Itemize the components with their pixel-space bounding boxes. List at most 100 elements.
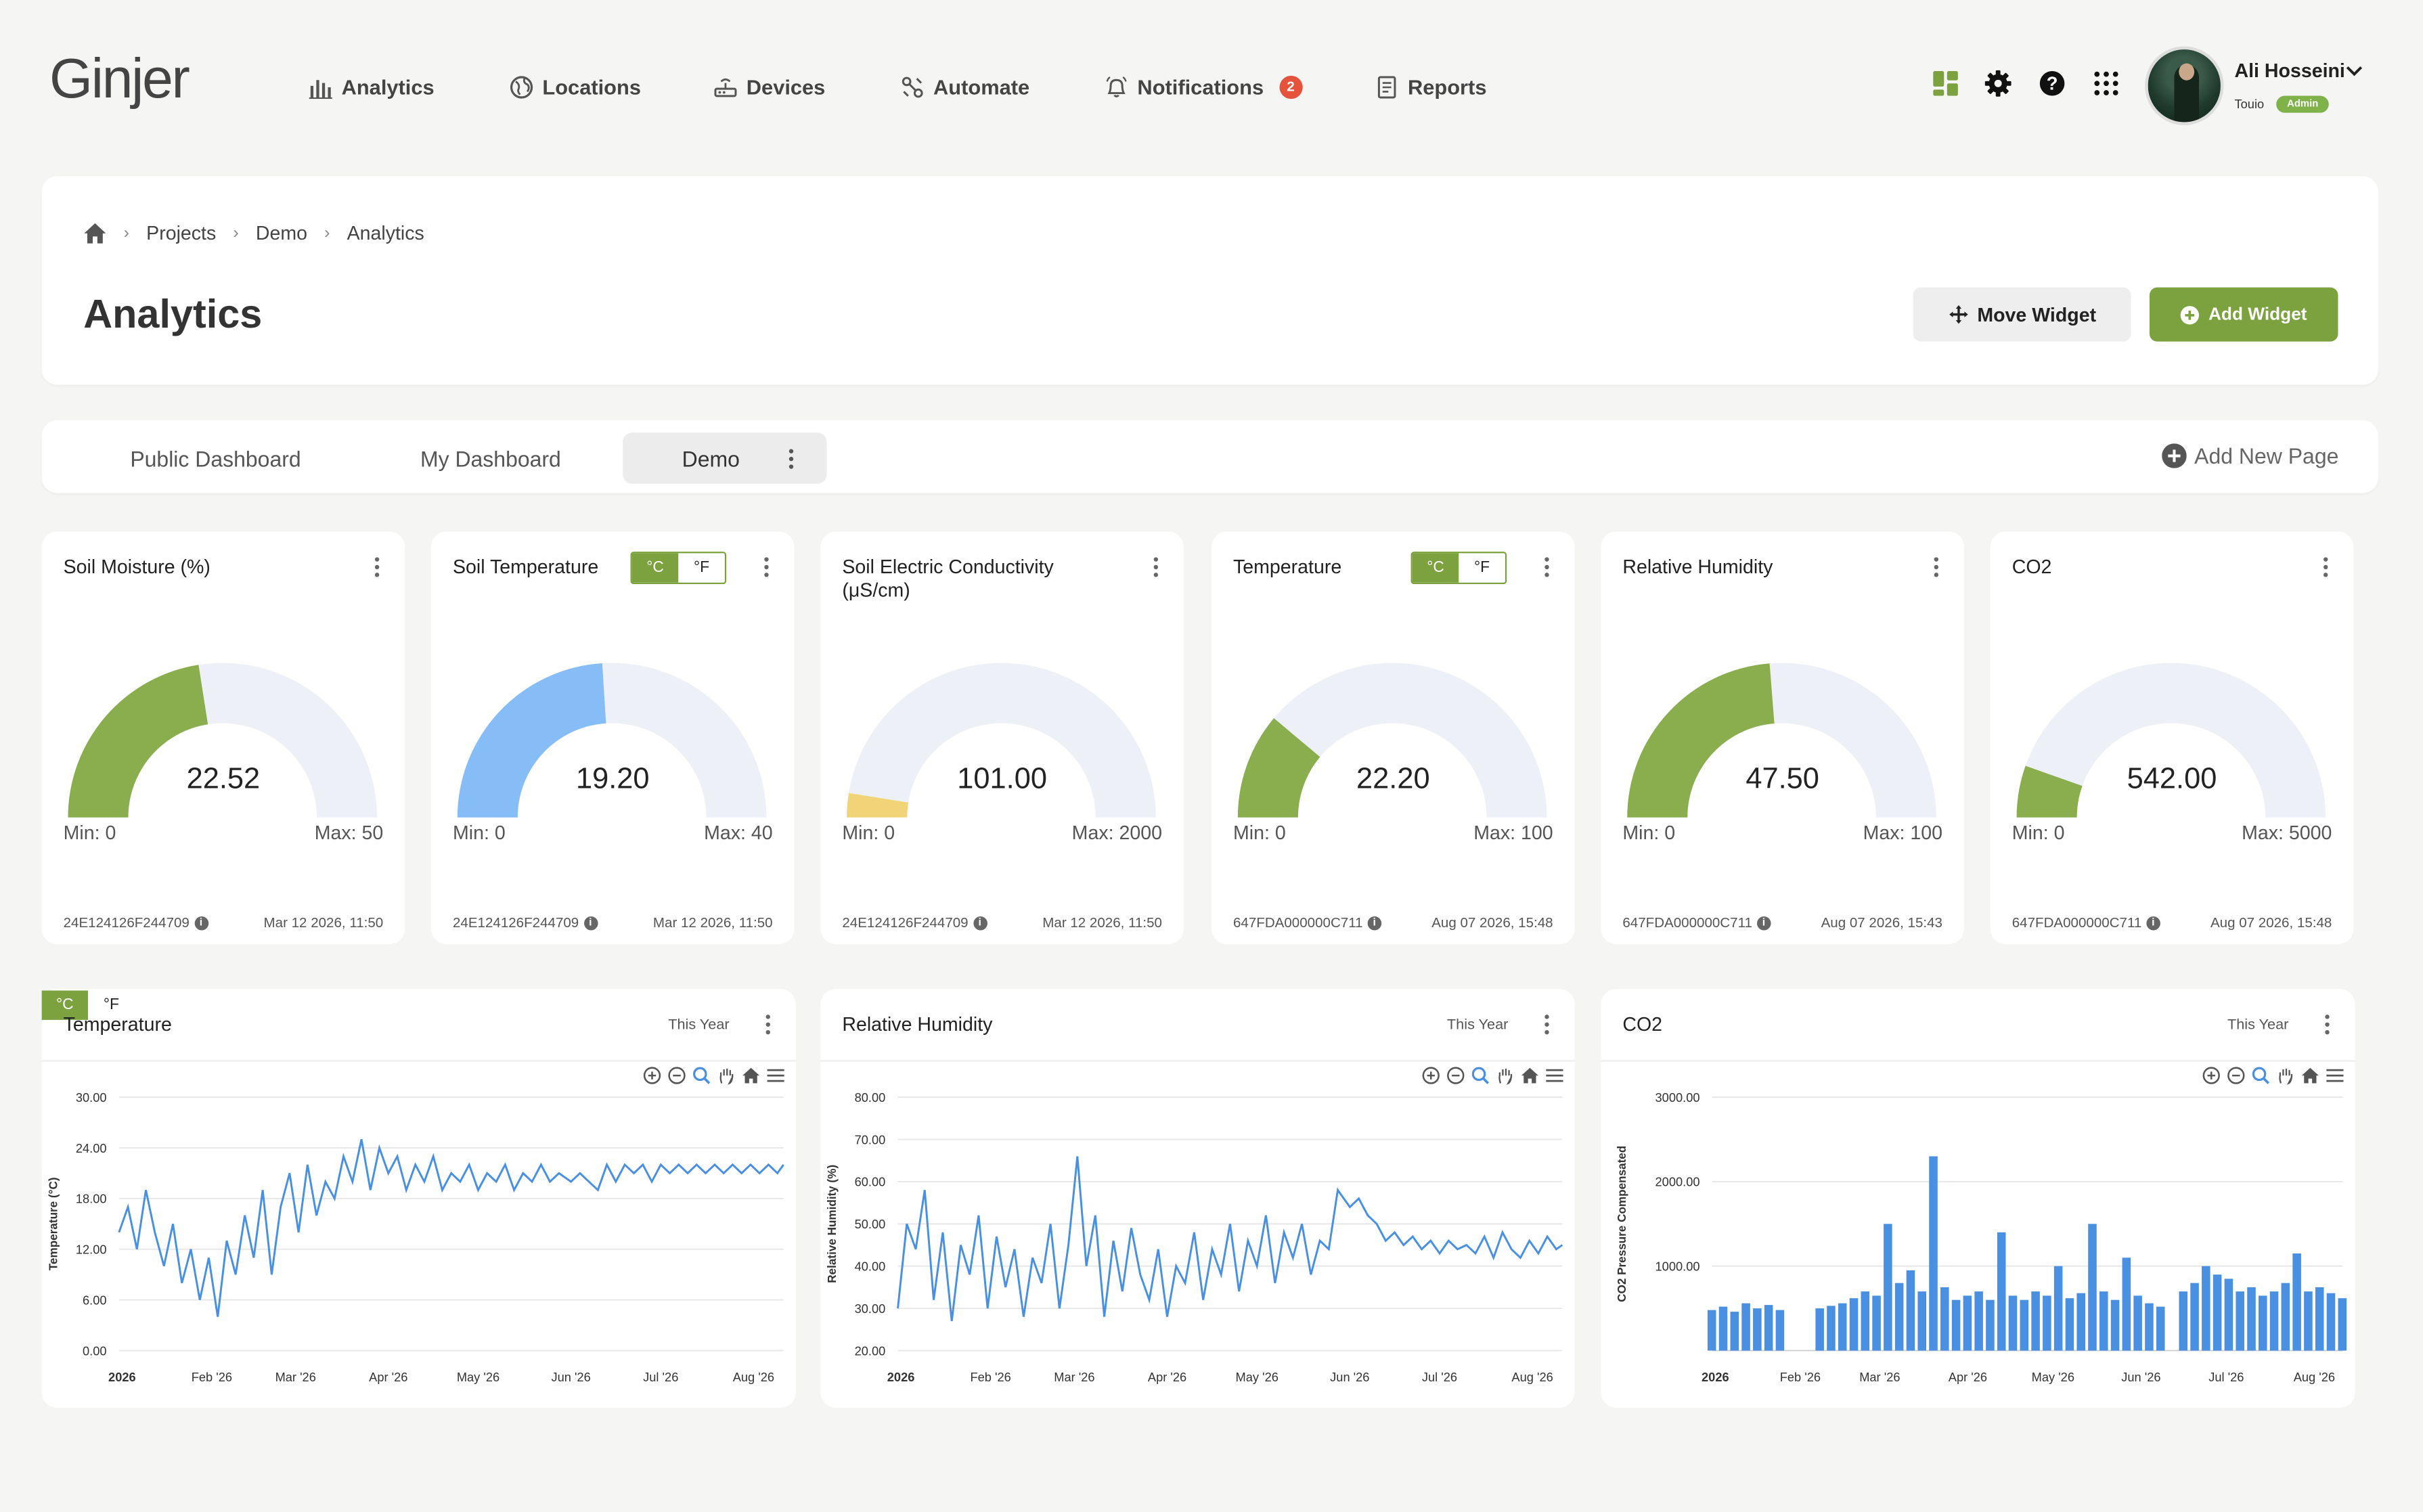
widget-title: Relative Humidity (842, 1013, 993, 1036)
y-tick-label: 24.00 (76, 1141, 107, 1155)
chart-plot: 20.00 30.00 40.00 50.00 60.00 70.00 80.00 Relat… (826, 1090, 1563, 1384)
gauge-arc (68, 663, 378, 818)
nav-automate[interactable]: Automate (901, 71, 1029, 102)
help-icon[interactable]: ? (2039, 70, 2066, 97)
tab-my-dashboard[interactable]: My Dashboard (371, 432, 610, 483)
reset-home-icon[interactable] (1521, 1066, 1539, 1084)
nav-notifications[interactable]: Notifications 2 (1105, 71, 1303, 102)
series-line (118, 1139, 784, 1317)
last-updated-date: Mar 12 2026, 11:50 (1042, 914, 1162, 931)
unit-celsius-button[interactable]: °C (631, 553, 679, 583)
info-icon[interactable]: i (194, 915, 208, 930)
unit-celsius-button[interactable]: °C (1412, 553, 1459, 583)
magnifier-icon[interactable] (692, 1066, 711, 1084)
gauge-fill (1627, 663, 1775, 818)
x-tick-label: Jul '26 (643, 1370, 678, 1384)
bar (2304, 1291, 2313, 1351)
add-new-page-label: Add New Page (2194, 443, 2339, 468)
info-icon[interactable]: i (1367, 915, 1381, 930)
kebab-menu-icon[interactable] (760, 556, 772, 578)
gear-icon[interactable] (1984, 70, 2012, 97)
reset-home-icon[interactable] (2301, 1066, 2319, 1084)
tab-public-dashboard[interactable]: Public Dashboard (96, 432, 336, 483)
magnifier-icon[interactable] (1471, 1066, 1490, 1084)
unit-fahrenheit-button[interactable]: °F (1459, 553, 1505, 583)
time-range-selector[interactable]: This Year (1446, 1017, 1509, 1034)
gauge-fill (457, 663, 606, 818)
unit-toggle[interactable]: °C °F (41, 989, 796, 1020)
breadcrumb-demo[interactable]: Demo (255, 222, 308, 244)
bar (2213, 1274, 2222, 1351)
info-icon[interactable]: i (2146, 915, 2160, 930)
avatar[interactable] (2145, 46, 2224, 125)
tab-demo[interactable]: Demo (623, 432, 827, 484)
unit-toggle[interactable]: °C °F (630, 552, 727, 585)
add-widget-button[interactable]: Add Widget (2149, 287, 2338, 342)
bar (1940, 1287, 1949, 1351)
magnifier-icon[interactable] (2252, 1066, 2270, 1084)
bar (1974, 1291, 1983, 1351)
zoom-in-icon[interactable] (2202, 1066, 2221, 1084)
kebab-menu-icon[interactable] (1930, 556, 1942, 578)
zoom-in-icon[interactable] (1422, 1066, 1440, 1084)
unit-fahrenheit-button[interactable]: °F (88, 990, 135, 1020)
gauge-max: Max: 2000 (1071, 822, 1162, 844)
unit-celsius-button[interactable]: °C (41, 990, 89, 1020)
pan-hand-icon[interactable] (1496, 1066, 1514, 1085)
chart-widget: CO2 This Year 1000.00 2000.00 3000.00 CO2 Pre… (1601, 989, 2355, 1408)
gauge-widget: Soil Temperature °C °F 19.20 Min: 0 Max: 40 24… (431, 531, 795, 945)
pan-hand-icon[interactable] (717, 1066, 735, 1085)
bar (2224, 1278, 2233, 1351)
hamburger-menu-icon[interactable] (766, 1066, 784, 1084)
zoom-in-icon[interactable] (643, 1066, 661, 1084)
device-id-text: 647FDA000000C711 (2011, 914, 2142, 931)
nav-locations[interactable]: Locations (510, 71, 641, 102)
info-icon[interactable]: i (1756, 915, 1771, 930)
reset-home-icon[interactable] (742, 1066, 760, 1084)
kebab-menu-icon[interactable] (1540, 1014, 1553, 1036)
gauge-value: 19.20 (575, 763, 650, 796)
info-icon[interactable]: i (583, 915, 598, 930)
breadcrumb-projects[interactable]: Projects (146, 222, 217, 244)
nav-devices[interactable]: Devices (714, 71, 825, 102)
home-icon[interactable] (83, 223, 106, 244)
gauge-max: Max: 5000 (2242, 822, 2332, 844)
kebab-menu-icon[interactable] (371, 556, 383, 578)
time-range-selector[interactable]: This Year (2227, 1017, 2289, 1034)
user-name[interactable]: Ali Hosseini (2234, 60, 2345, 83)
info-icon[interactable]: i (973, 915, 987, 930)
x-tick-label: Jun '26 (2121, 1370, 2160, 1384)
brand-logo[interactable]: Ginjer (49, 46, 190, 110)
unit-toggle[interactable]: °C °F (1410, 552, 1507, 585)
kebab-menu-icon[interactable] (2319, 556, 2332, 578)
bar (2099, 1291, 2108, 1351)
nav-notifications-label: Notifications (1137, 74, 1264, 98)
nav-reports[interactable]: Reports (1375, 71, 1486, 102)
kebab-menu-icon[interactable] (1150, 556, 1162, 578)
bar (1894, 1283, 1904, 1351)
dashboard-layout-icon[interactable] (1932, 70, 1959, 97)
add-new-page-button[interactable]: Add New Page (2162, 443, 2338, 468)
move-widget-button[interactable]: Move Widget (1913, 287, 2131, 342)
nav-analytics[interactable]: Analytics (309, 71, 435, 102)
chart-toolbar (1422, 1066, 1564, 1085)
kebab-menu-icon[interactable] (786, 448, 796, 470)
time-range-selector[interactable]: This Year (668, 1017, 730, 1034)
zoom-out-icon[interactable] (667, 1066, 686, 1084)
unit-fahrenheit-button[interactable]: °F (678, 553, 725, 583)
apps-grid-icon[interactable] (2092, 70, 2120, 97)
hamburger-menu-icon[interactable] (2326, 1066, 2344, 1084)
pan-hand-icon[interactable] (2276, 1066, 2294, 1085)
x-tick-label: Aug '26 (2294, 1370, 2335, 1384)
kebab-menu-icon[interactable] (2321, 1014, 2333, 1036)
gauge-max: Max: 100 (1863, 822, 1942, 844)
zoom-out-icon[interactable] (1446, 1066, 1465, 1084)
kebab-menu-icon[interactable] (762, 1014, 774, 1036)
chevron-down-icon[interactable] (2346, 65, 2363, 77)
hamburger-menu-icon[interactable] (1545, 1066, 1563, 1084)
zoom-out-icon[interactable] (2227, 1066, 2245, 1084)
bar (1951, 1299, 1961, 1351)
bar (2179, 1291, 2188, 1351)
kebab-menu-icon[interactable] (1540, 556, 1553, 578)
y-tick-label: 60.00 (855, 1175, 886, 1189)
